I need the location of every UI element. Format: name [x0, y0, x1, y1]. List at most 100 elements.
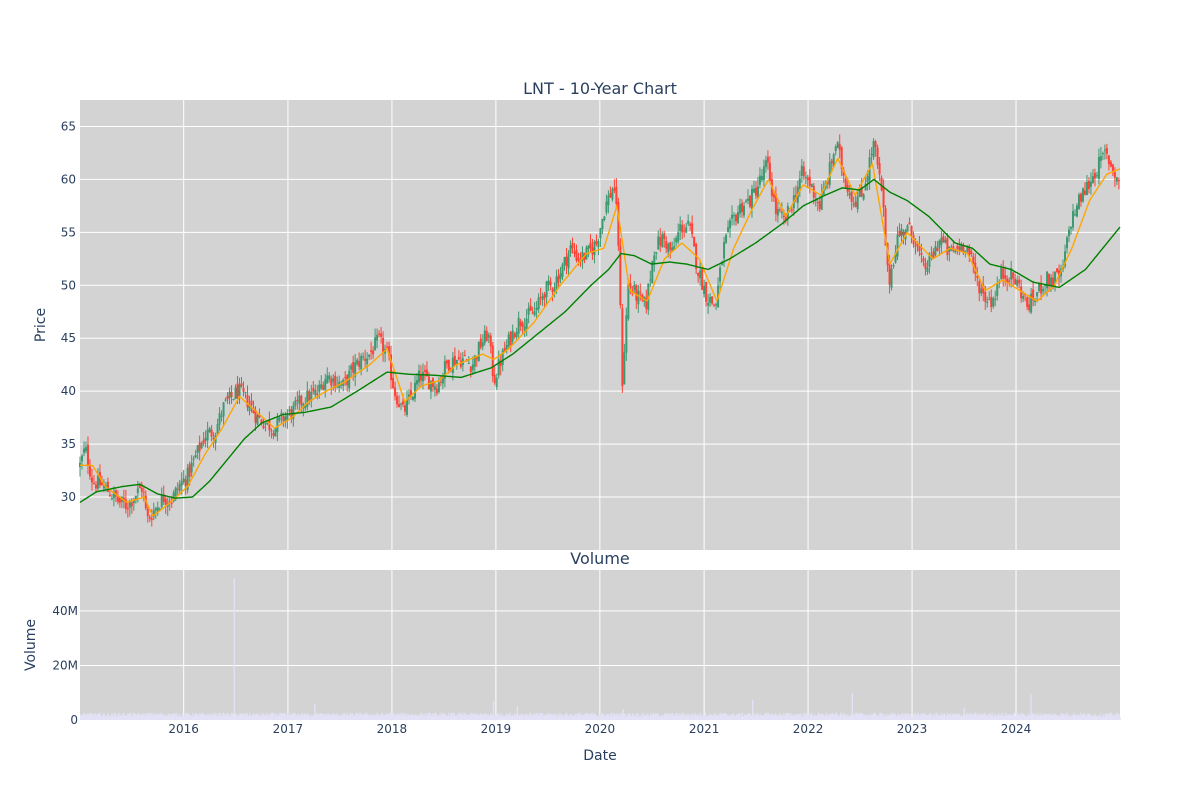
volume-bar [161, 715, 163, 720]
volume-bar [163, 714, 165, 720]
candle-body [248, 404, 251, 412]
volume-bar [705, 714, 707, 720]
candle-body [940, 237, 943, 245]
volume-bar [325, 716, 327, 720]
volume-bar [559, 713, 561, 720]
volume-bar [268, 716, 270, 720]
volume-bar [585, 712, 587, 720]
volume-bar [242, 715, 244, 720]
volume-bar [579, 714, 581, 720]
volume-bar [624, 716, 626, 720]
candle-body [776, 208, 779, 216]
volume-bar [633, 715, 635, 720]
candle-body [330, 378, 333, 386]
candle-body [216, 424, 219, 434]
volume-bar [973, 714, 975, 720]
candle-body [272, 433, 275, 436]
volume-bar [453, 716, 455, 720]
volume-bar [125, 716, 127, 720]
volume-bar [1066, 716, 1068, 720]
candle-body [310, 391, 313, 402]
volume-bar [781, 715, 783, 720]
volume-bar [190, 716, 192, 720]
candle-body [645, 298, 648, 309]
volume-bar [474, 713, 476, 720]
volume-bar [150, 715, 152, 720]
volume-bar [232, 713, 234, 720]
candle-body [742, 205, 745, 216]
candle-body [537, 297, 540, 310]
volume-bar [646, 713, 648, 720]
candle-body [649, 279, 652, 281]
volume-bar [803, 713, 805, 720]
candle-body [850, 191, 853, 202]
volume-bar [291, 715, 293, 720]
volume-bar [441, 713, 443, 720]
candle-body [874, 141, 877, 148]
volume-bar [581, 715, 583, 720]
volume-bar [606, 714, 608, 720]
volume-bar [519, 716, 521, 720]
volume-bar [1048, 713, 1050, 720]
volume-bar [226, 716, 228, 720]
volume-bar [625, 713, 627, 720]
volume-bar [1027, 713, 1029, 720]
candle-body [423, 370, 426, 372]
volume-bar [804, 712, 806, 720]
volume-bar [136, 716, 138, 720]
volume-bar [557, 716, 559, 720]
volume-bar [375, 715, 377, 720]
volume-bar [1115, 712, 1117, 720]
volume-bar [609, 716, 611, 720]
volume-bar [599, 716, 601, 720]
candle-body [1016, 279, 1019, 286]
volume-bar [603, 714, 605, 720]
volume-bar [159, 714, 161, 720]
volume-bar [397, 715, 399, 720]
volume-bar [506, 717, 508, 720]
volume-bar [943, 713, 945, 720]
volume-bar [940, 714, 942, 720]
candle-body [872, 140, 875, 158]
volume-bar [505, 715, 507, 720]
candle-body [270, 430, 273, 432]
volume-bar [582, 714, 584, 720]
volume-bar [777, 716, 779, 720]
candle-body [382, 337, 385, 353]
volume-bar [196, 713, 198, 720]
candle-body [635, 285, 638, 301]
volume-bar [967, 713, 969, 720]
volume-bar [832, 712, 834, 720]
volume-bar [612, 716, 614, 720]
volume-bar [223, 717, 225, 720]
volume-spike-bar [492, 700, 495, 720]
volume-bar [675, 712, 677, 720]
volume-bar [273, 712, 275, 720]
candle-body [409, 390, 412, 397]
volume-bar [208, 714, 210, 720]
candle-body [282, 416, 285, 421]
volume-bar [693, 714, 695, 720]
volume-bar [222, 712, 224, 720]
candle-body [946, 238, 949, 256]
volume-bar [751, 715, 753, 720]
volume-bar [317, 716, 319, 720]
volume-bar [352, 714, 354, 720]
volume-bar [293, 715, 295, 720]
volume-bar [287, 715, 289, 720]
candle-body [406, 399, 409, 415]
volume-bar [1062, 714, 1064, 720]
volume-bar [1072, 713, 1074, 720]
volume-bar [608, 714, 610, 720]
volume-bar [201, 713, 203, 720]
volume-bar [354, 716, 356, 720]
volume-bar [271, 712, 273, 720]
volume-bar [749, 713, 751, 720]
volume-bar [515, 713, 517, 720]
candle-body [1010, 268, 1013, 280]
candle-body [715, 304, 718, 306]
candle-body [180, 481, 183, 486]
volume-bar [308, 716, 310, 720]
candle-body [356, 359, 359, 365]
volume-bar [979, 714, 981, 720]
